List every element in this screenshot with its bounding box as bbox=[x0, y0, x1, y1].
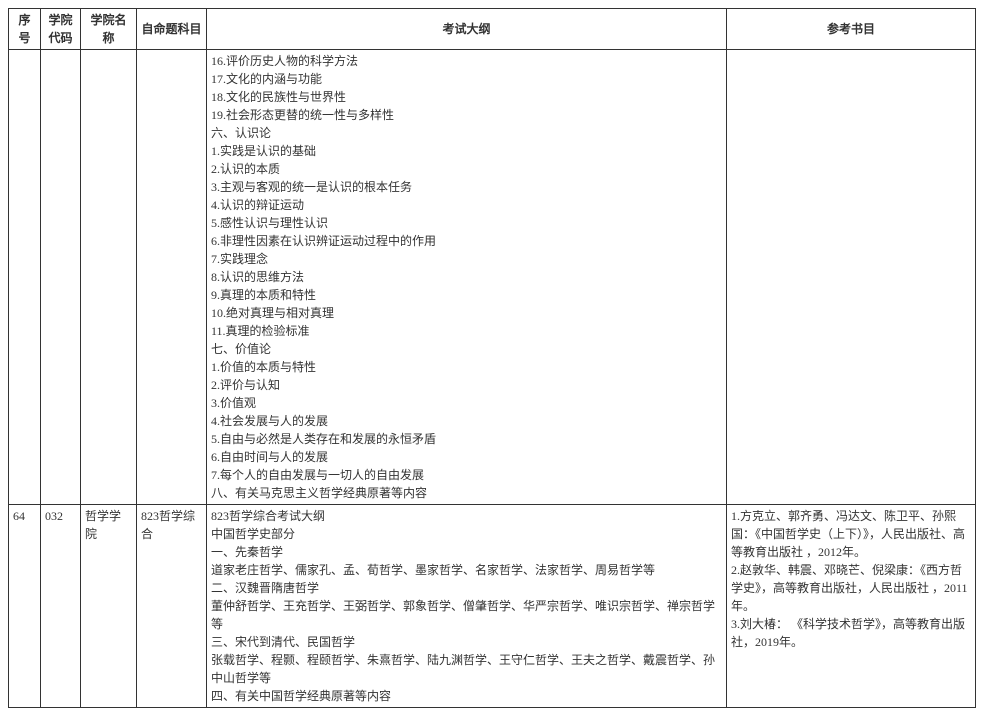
syllabus-table: 序号 学院代码 学院名称 自命题科目 考试大纲 参考书目 16.评价历史人物的科… bbox=[8, 8, 976, 708]
outline-line: 9.真理的本质和特性 bbox=[211, 286, 722, 304]
outline-line: 5.自由与必然是人类存在和发展的永恒矛盾 bbox=[211, 430, 722, 448]
cell-references bbox=[727, 50, 976, 505]
table-body: 16.评价历史人物的科学方法17.文化的内涵与功能18.文化的民族性与世界性19… bbox=[9, 50, 976, 708]
outline-line: 3.价值观 bbox=[211, 394, 722, 412]
header-outline: 考试大纲 bbox=[207, 9, 727, 50]
outline-line: 董仲舒哲学、王充哲学、王弼哲学、郭象哲学、僧肇哲学、华严宗哲学、唯识宗哲学、禅宗… bbox=[211, 597, 722, 633]
reference-line: 2.赵敦华、韩震、邓晓芒、倪梁康：《西方哲学史》，高等教育出版社，人民出版社 ，… bbox=[731, 561, 971, 615]
cell-seq bbox=[9, 50, 41, 505]
outline-line: 1.实践是认识的基础 bbox=[211, 142, 722, 160]
cell-outline: 823哲学综合考试大纲中国哲学史部分一、先秦哲学道家老庄哲学、儒家孔、孟、荀哲学… bbox=[207, 505, 727, 708]
outline-line: 三、宋代到清代、民国哲学 bbox=[211, 633, 722, 651]
cell-subject bbox=[137, 50, 207, 505]
outline-line: 16.评价历史人物的科学方法 bbox=[211, 52, 722, 70]
outline-line: 2.认识的本质 bbox=[211, 160, 722, 178]
outline-line: 7.每个人的自由发展与一切人的自由发展 bbox=[211, 466, 722, 484]
outline-line: 3.主观与客观的统一是认识的根本任务 bbox=[211, 178, 722, 196]
outline-line: 6.非理性因素在认识辨证运动过程中的作用 bbox=[211, 232, 722, 250]
cell-subject: 823哲学综合 bbox=[137, 505, 207, 708]
cell-outline: 16.评价历史人物的科学方法17.文化的内涵与功能18.文化的民族性与世界性19… bbox=[207, 50, 727, 505]
table-row: 64032哲学学院823哲学综合823哲学综合考试大纲中国哲学史部分一、先秦哲学… bbox=[9, 505, 976, 708]
outline-line: 5.感性认识与理性认识 bbox=[211, 214, 722, 232]
outline-line: 11.真理的检验标准 bbox=[211, 322, 722, 340]
outline-line: 六、认识论 bbox=[211, 124, 722, 142]
outline-line: 一、先秦哲学 bbox=[211, 543, 722, 561]
outline-line: 17.文化的内涵与功能 bbox=[211, 70, 722, 88]
table-header-row: 序号 学院代码 学院名称 自命题科目 考试大纲 参考书目 bbox=[9, 9, 976, 50]
reference-line: 1.方克立、郭齐勇、冯达文、陈卫平、孙熙国：《中国哲学史（上下）》，人民出版社、… bbox=[731, 507, 971, 561]
outline-line: 二、汉魏晋隋唐哲学 bbox=[211, 579, 722, 597]
cell-college-code bbox=[41, 50, 81, 505]
outline-line: 6.自由时间与人的发展 bbox=[211, 448, 722, 466]
header-college-code: 学院代码 bbox=[41, 9, 81, 50]
outline-line: 4.社会发展与人的发展 bbox=[211, 412, 722, 430]
outline-line: 1.价值的本质与特性 bbox=[211, 358, 722, 376]
outline-line: 4.认识的辩证运动 bbox=[211, 196, 722, 214]
cell-college-name bbox=[81, 50, 137, 505]
cell-seq: 64 bbox=[9, 505, 41, 708]
outline-line: 七、价值论 bbox=[211, 340, 722, 358]
cell-college-name: 哲学学院 bbox=[81, 505, 137, 708]
reference-line: 3.刘大椿： 《科学技术哲学》，高等教育出版社，2019年。 bbox=[731, 615, 971, 651]
header-seq: 序号 bbox=[9, 9, 41, 50]
outline-line: 中国哲学史部分 bbox=[211, 525, 722, 543]
cell-references: 1.方克立、郭齐勇、冯达文、陈卫平、孙熙国：《中国哲学史（上下）》，人民出版社、… bbox=[727, 505, 976, 708]
outline-line: 19.社会形态更替的统一性与多样性 bbox=[211, 106, 722, 124]
header-subject: 自命题科目 bbox=[137, 9, 207, 50]
table-row: 16.评价历史人物的科学方法17.文化的内涵与功能18.文化的民族性与世界性19… bbox=[9, 50, 976, 505]
outline-line: 8.认识的思维方法 bbox=[211, 268, 722, 286]
outline-line: 823哲学综合考试大纲 bbox=[211, 507, 722, 525]
cell-college-code: 032 bbox=[41, 505, 81, 708]
outline-line: 2.评价与认知 bbox=[211, 376, 722, 394]
header-college-name: 学院名称 bbox=[81, 9, 137, 50]
outline-line: 八、有关马克思主义哲学经典原著等内容 bbox=[211, 484, 722, 502]
outline-line: 道家老庄哲学、儒家孔、孟、荀哲学、墨家哲学、名家哲学、法家哲学、周易哲学等 bbox=[211, 561, 722, 579]
header-references: 参考书目 bbox=[727, 9, 976, 50]
outline-line: 7.实践理念 bbox=[211, 250, 722, 268]
outline-line: 18.文化的民族性与世界性 bbox=[211, 88, 722, 106]
outline-line: 四、有关中国哲学经典原著等内容 bbox=[211, 687, 722, 705]
outline-line: 张载哲学、程颢、程颐哲学、朱熹哲学、陆九渊哲学、王守仁哲学、王夫之哲学、戴震哲学… bbox=[211, 651, 722, 687]
outline-line: 10.绝对真理与相对真理 bbox=[211, 304, 722, 322]
